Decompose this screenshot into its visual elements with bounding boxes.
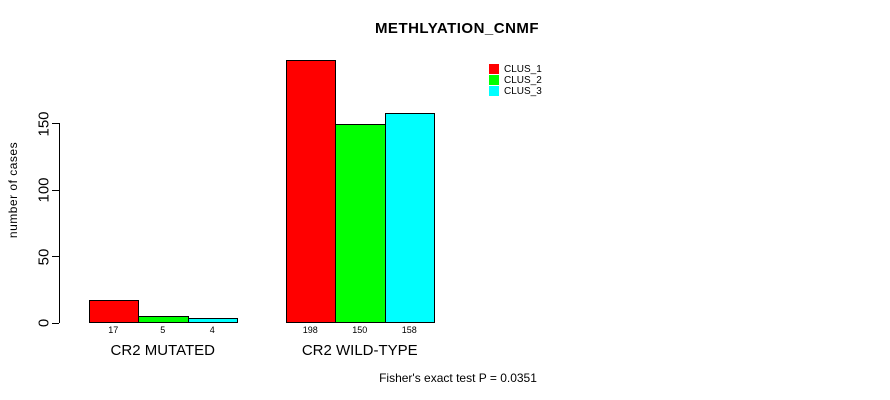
y-tick-label: 100 (35, 177, 53, 203)
group-label: CR2 MUTATED (110, 341, 215, 359)
bar-value-label: 198 (302, 324, 318, 335)
bar-value-label: 17 (108, 324, 119, 335)
legend-item-clus_1: CLUS_1 (489, 63, 542, 75)
y-axis-line (59, 123, 60, 323)
y-tick-label: 0 (35, 318, 53, 328)
y-tick-mark (52, 256, 59, 257)
bar-clus_1 (285, 59, 336, 323)
legend-swatch-icon (489, 75, 499, 85)
bar-clus_3 (384, 112, 435, 323)
legend-swatch-icon (489, 64, 499, 74)
bar-clus_3 (187, 317, 238, 323)
bar-value-label: 158 (401, 324, 417, 335)
bar-clus_2 (335, 123, 386, 323)
legend-swatch-icon (489, 86, 499, 96)
legend-label: CLUS_1 (504, 63, 542, 75)
legend-item-clus_3: CLUS_3 (489, 85, 542, 97)
bar-value-label: 5 (160, 324, 166, 335)
y-tick-mark (52, 189, 59, 191)
bar-value-label: 150 (352, 324, 368, 335)
y-tick-mark (52, 322, 59, 324)
bar-clus_1 (88, 300, 139, 323)
y-axis-title: number of cases (6, 141, 20, 239)
legend-item-clus_2: CLUS_2 (489, 74, 542, 86)
y-tick-label: 50 (35, 248, 53, 265)
stat-annotation: Fisher's exact test P = 0.0351 (379, 371, 537, 385)
y-tick-mark (52, 123, 59, 124)
group-label: CR2 WILD-TYPE (301, 341, 418, 359)
legend-label: CLUS_3 (504, 85, 542, 97)
bar-clus_2 (138, 316, 189, 323)
chart-title: METHLYATION_CNMF (374, 20, 540, 37)
bar-value-label: 4 (209, 324, 215, 335)
legend-label: CLUS_2 (504, 74, 542, 86)
y-tick-label: 150 (35, 110, 53, 137)
